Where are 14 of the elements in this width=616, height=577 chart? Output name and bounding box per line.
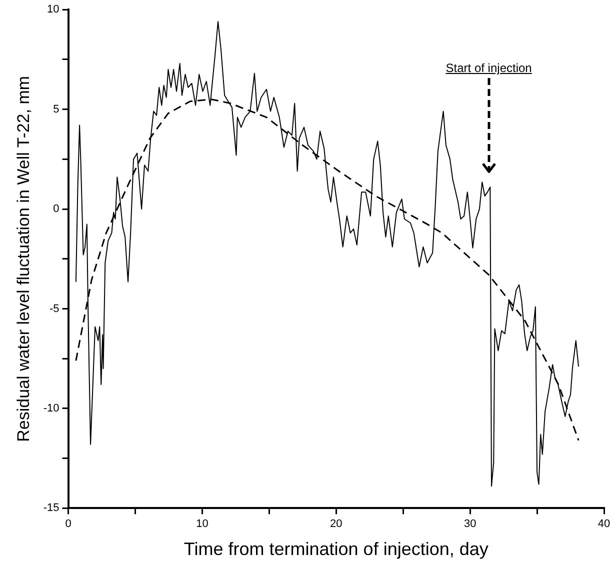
y-tick-label: -15	[43, 502, 60, 514]
y-tick-label: 5	[53, 103, 60, 116]
y-tick-label: -10	[43, 402, 60, 415]
y-tick-label: 10	[47, 4, 60, 16]
y-tick-label: -5	[50, 302, 60, 315]
x-tick-label: 40	[598, 518, 610, 530]
y-tick-label: 0	[53, 203, 60, 216]
x-tick-label: 20	[330, 518, 342, 530]
x-axis-title: Time from termination of injection, day	[184, 539, 488, 560]
x-tick-label: 0	[65, 518, 72, 530]
x-tick-label: 30	[464, 518, 476, 530]
x-tick-label: 10	[196, 518, 208, 530]
annotation: Start of injection	[446, 61, 532, 76]
y-axis-title: Residual water level fluctuation in Well T-22, mm	[14, 76, 33, 442]
